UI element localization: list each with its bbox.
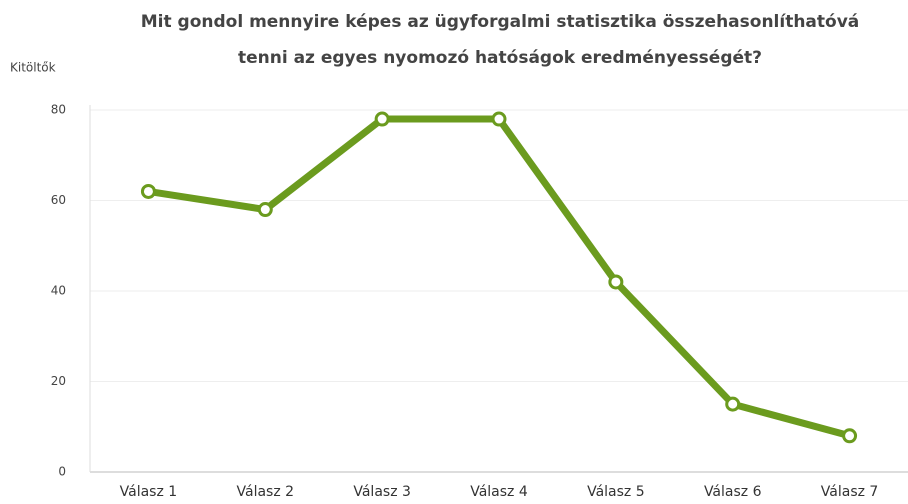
- point: [608, 274, 624, 290]
- point: [374, 111, 390, 127]
- x-tick-label: Válasz 4: [470, 484, 528, 500]
- line: [147, 115, 851, 440]
- point: [842, 428, 858, 444]
- y-tick-label: 80: [51, 103, 66, 117]
- x-tick-label: Válasz 6: [704, 484, 762, 500]
- x-tick-label: Válasz 2: [237, 484, 295, 500]
- y-axis-label: Kitöltők: [10, 61, 56, 75]
- chart-title: tenni az egyes nyomozó hatóságok eredmén…: [238, 48, 762, 68]
- y-tick-label: 20: [51, 374, 66, 388]
- x-tick-label: Válasz 5: [587, 484, 645, 500]
- point: [140, 183, 156, 199]
- point: [725, 396, 741, 412]
- chart-title: Mit gondol mennyire képes az ügyforgalmi…: [141, 12, 860, 32]
- x-tick-label: Válasz 7: [821, 484, 879, 500]
- y-tick-label: 60: [51, 193, 66, 207]
- point: [491, 111, 507, 127]
- point: [257, 202, 273, 218]
- x-tick-label: Válasz 1: [120, 484, 178, 500]
- y-tick-label: 40: [51, 284, 66, 298]
- y-tick-label: 0: [58, 465, 66, 479]
- x-tick-label: Válasz 3: [353, 484, 411, 500]
